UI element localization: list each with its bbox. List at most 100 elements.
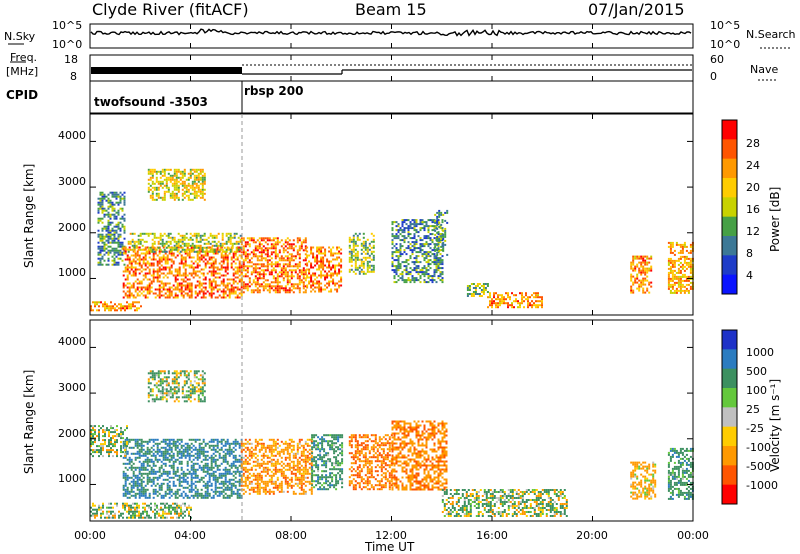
heatmap-cell (318, 268, 321, 271)
heatmap-cell (177, 232, 180, 235)
heatmap-cell (246, 255, 249, 258)
heatmap-cell (442, 213, 445, 216)
heatmap-cell (258, 283, 261, 286)
heatmap-cell (224, 296, 227, 299)
heatmap-cell (136, 444, 139, 447)
heatmap-cell (110, 439, 112, 442)
heatmap-cell (146, 456, 149, 459)
heatmap-cell (158, 284, 161, 287)
heatmap-cell (155, 188, 158, 191)
heatmap-cell (168, 490, 171, 493)
heatmap-cell (146, 482, 149, 485)
heatmap-cell (208, 472, 211, 475)
heatmap-cell (208, 282, 211, 285)
heatmap-cell (188, 438, 191, 441)
heatmap-cell (151, 192, 154, 195)
heatmap-cell (186, 254, 189, 257)
heatmap-cell (356, 244, 359, 247)
heatmap-cell (286, 273, 289, 276)
heatmap-cell (286, 259, 289, 262)
heatmap-cell (507, 306, 509, 309)
heatmap-cell (364, 244, 367, 247)
heatmap-cell (126, 290, 129, 293)
heatmap-cell (529, 296, 531, 299)
heatmap-cell (189, 232, 192, 235)
heatmap-cell (182, 296, 185, 299)
heatmap-cell (340, 280, 343, 283)
heatmap-cell (199, 248, 202, 251)
heatmap-cell (310, 252, 313, 255)
heatmap-cell (128, 262, 131, 265)
heatmap-cell (667, 279, 670, 282)
heatmap-cell (669, 247, 672, 250)
heatmap-cell (164, 262, 167, 265)
heatmap-cell (199, 246, 202, 249)
heatmap-cell (442, 235, 445, 238)
heatmap-cell (266, 239, 269, 242)
heatmap-cell (116, 425, 118, 428)
heatmap-cell (132, 303, 134, 306)
heatmap-cell (162, 468, 165, 471)
heatmap-cell (252, 251, 255, 254)
heatmap-cell (123, 237, 126, 240)
heatmap-cell (218, 284, 221, 287)
heatmap-cell (226, 496, 229, 499)
heatmap-cell (172, 440, 175, 443)
heatmap-cell (632, 267, 635, 270)
heatmap-cell (128, 307, 130, 310)
heatmap-cell (176, 452, 179, 455)
heatmap-cell (372, 234, 375, 237)
heatmap-cell (203, 182, 206, 185)
heatmap-cell (156, 254, 159, 257)
heatmap-cell (196, 496, 199, 499)
heatmap-cell (142, 294, 145, 297)
heatmap-cell (334, 266, 337, 269)
heatmap-cell (239, 234, 242, 237)
heatmap-cell (180, 292, 183, 295)
heatmap-cell (689, 267, 692, 270)
heatmap-cell (176, 438, 179, 441)
heatmap-cell (640, 269, 643, 272)
heatmap-cell (689, 259, 692, 262)
heatmap-cell (146, 472, 149, 475)
heatmap-cell (101, 255, 104, 258)
heatmap-cell (667, 245, 670, 248)
heatmap-cell (326, 266, 329, 269)
heatmap-cell (216, 486, 219, 489)
heatmap-cell (202, 468, 205, 471)
heatmap-cell (304, 259, 307, 262)
heatmap-cell (99, 205, 102, 208)
heatmap-cell (440, 235, 443, 238)
heatmap-cell (372, 270, 375, 273)
heatmap-cell (179, 240, 182, 243)
heatmap-cell (198, 454, 201, 457)
heatmap-cell (195, 234, 198, 237)
heatmap-cell (140, 444, 143, 447)
heatmap-cell (186, 496, 189, 499)
heatmap-cell (403, 231, 406, 234)
heatmap-cell (228, 470, 231, 473)
heatmap-cell (197, 186, 200, 189)
heatmap-cell (685, 287, 688, 290)
heatmap-cell (194, 462, 197, 465)
heatmap-cell (162, 446, 165, 449)
heatmap-cell (507, 296, 509, 299)
heatmap-cell (407, 247, 410, 250)
heatmap-cell (493, 302, 495, 305)
heatmap-cell (190, 264, 193, 267)
heatmap-cell (181, 386, 184, 389)
heatmap-cell (124, 309, 126, 312)
heatmap-cell (113, 213, 116, 216)
heatmap-cell (470, 295, 473, 297)
heatmap-cell (409, 225, 412, 228)
heatmap-cell (173, 198, 176, 201)
heatmap-cell (122, 431, 124, 434)
heatmap-cell (144, 286, 147, 289)
heatmap-cell (168, 296, 171, 299)
heatmap-cell (184, 288, 187, 291)
heatmap-cell (401, 277, 404, 280)
heatmap-cell (236, 442, 239, 445)
heatmap-cell (144, 466, 147, 469)
heatmap-cell (439, 225, 442, 228)
heatmap-cell (161, 380, 164, 383)
